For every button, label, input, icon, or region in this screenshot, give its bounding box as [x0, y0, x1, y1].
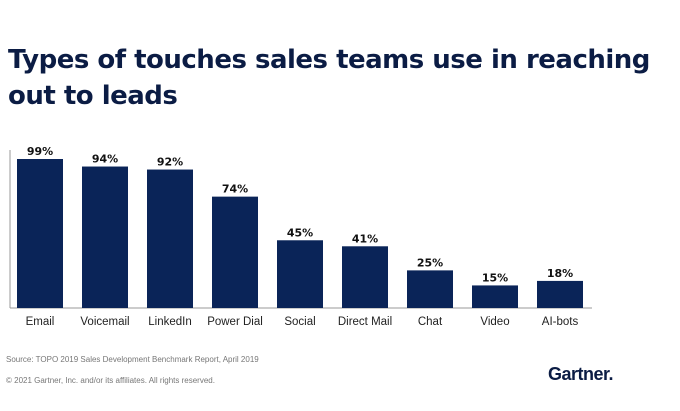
category-label: Power Dial [207, 316, 263, 328]
category-label: Direct Mail [338, 316, 392, 328]
category-label: Voicemail [80, 316, 129, 328]
bar-linkedin [147, 169, 193, 308]
data-label: 92% [157, 156, 183, 169]
category-label: LinkedIn [148, 316, 191, 328]
category-label: Social [284, 316, 315, 328]
bar-power-dial [212, 196, 258, 308]
bar-voicemail [82, 166, 128, 308]
category-label: Email [26, 316, 55, 328]
bar-chart: 99% Email 94% Voicemail 92% LinkedIn 74% Power … [9, 145, 592, 328]
bar-ai-bots [537, 280, 583, 308]
bar-video [472, 285, 518, 308]
bar-direct-mail [342, 246, 388, 308]
source-note: Source: TOPO 2019 Sales Development Benc… [6, 355, 259, 364]
gartner-logo: Gartner. [548, 364, 614, 384]
chart-title: Types of touches sales teams use in reac… [8, 45, 650, 111]
bar-social [277, 240, 323, 308]
data-label: 25% [417, 256, 443, 269]
data-label: 99% [27, 145, 53, 158]
category-label: Chat [418, 316, 443, 328]
data-label: 45% [287, 226, 313, 239]
copyright-note: © 2021 Gartner, Inc. and/or its affiliat… [6, 376, 215, 385]
bar-chat [407, 270, 453, 308]
data-label: 15% [482, 271, 508, 284]
data-label: 74% [222, 183, 248, 196]
data-label: 18% [547, 267, 573, 280]
category-label: Video [480, 316, 509, 328]
data-label: 94% [92, 153, 118, 166]
category-label: AI-bots [542, 316, 579, 328]
bar-email [17, 159, 63, 308]
data-label: 41% [352, 232, 378, 245]
